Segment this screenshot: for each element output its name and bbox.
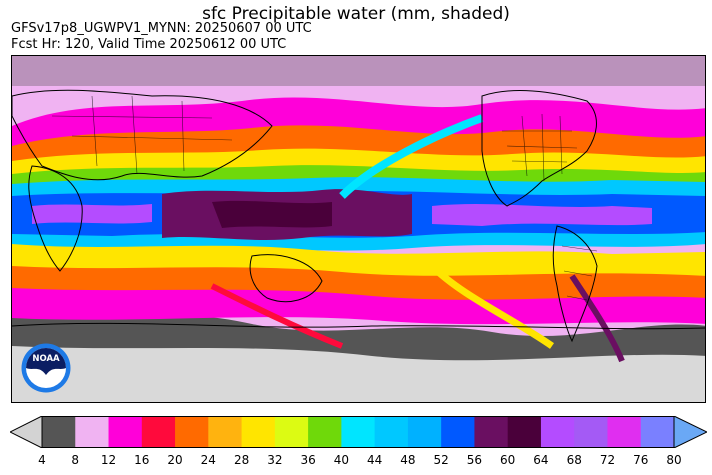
noaa-logo: NOAA <box>21 343 71 393</box>
colorbar-tick-label: 64 <box>533 453 549 467</box>
colorbar-outline <box>41 416 675 448</box>
colorbar-swatch <box>640 416 675 448</box>
colorbar-tick-label: 32 <box>267 453 283 467</box>
colorbar-swatch <box>374 416 409 448</box>
colorbar-swatch <box>75 416 110 448</box>
colorbar-swatch <box>607 416 642 448</box>
colorbar-swatch <box>141 416 176 448</box>
colorbar-tick-label: 28 <box>233 453 250 467</box>
colorbar-swatch <box>574 416 608 448</box>
colorbar-swatch <box>407 416 442 448</box>
colorbar-tick-label: 60 <box>500 453 516 467</box>
colorbar-tick-label: 12 <box>100 453 117 467</box>
colorbar-tick-label: 80 <box>666 453 682 467</box>
colorbar-swatch <box>441 416 475 448</box>
colorbar-tick-label: 52 <box>433 453 449 467</box>
colorbar-swatch <box>42 416 76 448</box>
colorbar-swatch <box>540 416 575 448</box>
colorbar-tick-label: 76 <box>633 453 649 467</box>
model-run-label: GFSv17p8_UGWPV1_MYNN: 20250607 00 UTC <box>11 21 312 36</box>
colorbar-tick-label: 72 <box>599 453 616 467</box>
colorbar-tick-label: 68 <box>566 453 582 467</box>
colorbar-swatch <box>241 416 276 448</box>
colorbar-swatch <box>474 416 509 448</box>
colorbar-under-triangle <box>10 416 43 448</box>
colorbar-swatch <box>308 416 342 448</box>
colorbar-tick-label: 40 <box>333 453 349 467</box>
colorbar-swatch <box>175 416 209 448</box>
colorbar-tick-label: 44 <box>366 453 383 467</box>
colorbar-swatch <box>208 416 243 448</box>
colorbar-tick-label: 36 <box>300 453 316 467</box>
map-title: sfc Precipitable water (mm, shaded) <box>202 4 510 24</box>
noaa-bird-icon <box>26 348 66 375</box>
precipitable-water-map <box>11 55 706 403</box>
colorbar-tick-label: 48 <box>400 453 416 467</box>
colorbar-tick-label: 16 <box>134 453 150 467</box>
colorbar-swatch <box>507 416 542 448</box>
colorbar-over-triangle <box>673 416 707 448</box>
colorbar-tick-label: 4 <box>38 453 46 467</box>
colorbar-tick-label: 8 <box>71 453 80 467</box>
colorbar-swatch <box>274 416 309 448</box>
colorbar-tick-label: 20 <box>167 453 183 467</box>
colorbar-swatch <box>341 416 376 448</box>
colorbar <box>10 416 707 448</box>
forecast-valid-label: Fcst Hr: 120, Valid Time 20250612 00 UTC <box>11 37 287 52</box>
noaa-logo-text: NOAA <box>32 354 60 364</box>
colorbar-tick-label: 24 <box>200 453 216 467</box>
colorbar-tick-label: 56 <box>466 453 483 467</box>
colorbar-swatch <box>108 416 143 448</box>
